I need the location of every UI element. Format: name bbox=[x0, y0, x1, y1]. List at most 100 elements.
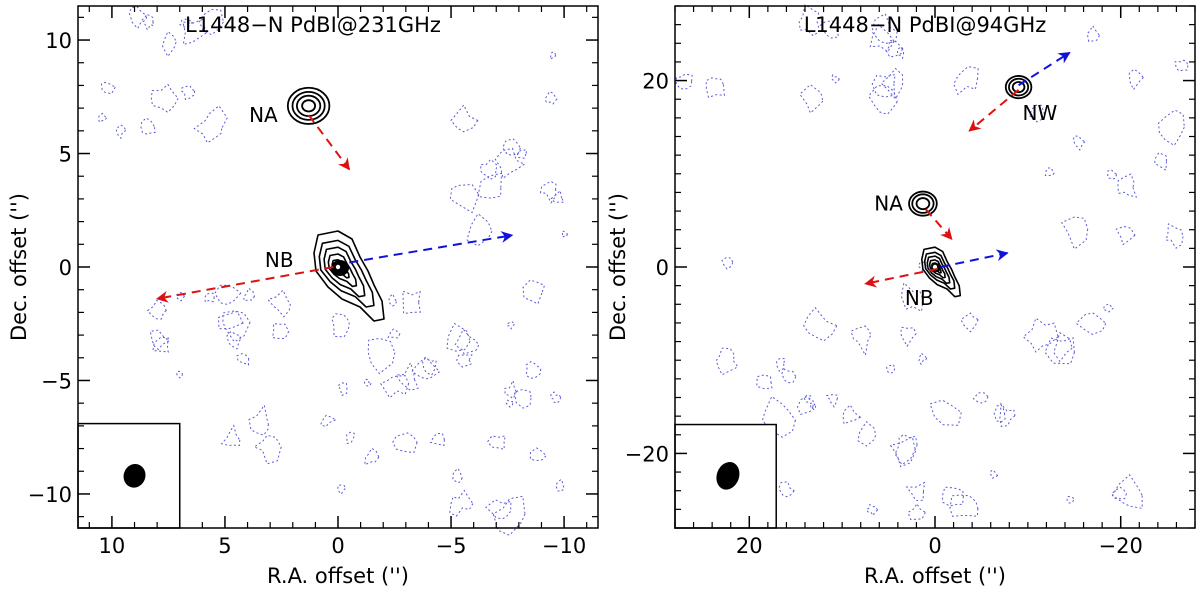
noise-contour bbox=[871, 73, 896, 98]
source-peak bbox=[921, 201, 925, 206]
noise-contour bbox=[799, 83, 824, 114]
noise-contour bbox=[1115, 225, 1136, 246]
noise-contour bbox=[411, 356, 441, 380]
noise-contour bbox=[803, 306, 838, 342]
outflow-arrows bbox=[155, 114, 514, 303]
source-peak bbox=[1016, 85, 1021, 89]
blue-outflow-arrow bbox=[1018, 51, 1071, 87]
noise-contour bbox=[1117, 173, 1138, 198]
noise-contour bbox=[522, 279, 546, 305]
source-contours bbox=[286, 86, 331, 125]
noise-contour bbox=[387, 328, 401, 339]
noise-contour bbox=[756, 374, 773, 390]
noise-contour bbox=[1157, 109, 1185, 147]
noise-contour bbox=[993, 403, 1006, 423]
noise-contour bbox=[161, 30, 177, 58]
noise-contour bbox=[456, 354, 473, 368]
source-contour bbox=[908, 190, 938, 217]
noise-contour bbox=[364, 378, 372, 387]
y-tick-label: 20 bbox=[642, 70, 669, 94]
noise-contour bbox=[1111, 474, 1143, 509]
nb-contour bbox=[318, 239, 375, 308]
noise-contours bbox=[97, 6, 568, 536]
noise-contour bbox=[454, 328, 480, 355]
noise-contour bbox=[142, 13, 155, 32]
noise-contour bbox=[949, 494, 979, 517]
x-tick-label: 20 bbox=[736, 534, 763, 558]
red-outflow-arrow bbox=[968, 89, 1020, 132]
noise-contour bbox=[248, 403, 269, 436]
beam-inset bbox=[674, 423, 777, 529]
red-outflow-arrow bbox=[155, 266, 334, 303]
noise-contour bbox=[220, 424, 241, 447]
noise-contour bbox=[193, 105, 228, 144]
noise-contour bbox=[842, 404, 862, 425]
y-axis-label: Dec. offset ('') bbox=[7, 193, 31, 341]
noise-contour bbox=[715, 347, 739, 376]
noise-contour bbox=[1066, 495, 1075, 504]
source-labels: NW NA NB bbox=[874, 101, 1057, 310]
noise-contour bbox=[550, 391, 562, 404]
noise-contour bbox=[865, 503, 879, 517]
noise-contour bbox=[675, 73, 693, 90]
noise-contour bbox=[222, 310, 251, 343]
noise-contour bbox=[999, 402, 1016, 427]
noise-contour bbox=[505, 399, 514, 408]
nb-extended-emission bbox=[313, 230, 385, 322]
noise-contour bbox=[115, 124, 127, 140]
noise-contour bbox=[894, 433, 918, 466]
nb-contour bbox=[327, 253, 358, 288]
noise-contour bbox=[941, 486, 964, 507]
x-axis-label: R.A. offset ('') bbox=[267, 564, 409, 588]
noise-contour bbox=[825, 393, 839, 408]
blue-outflow-arrow bbox=[940, 249, 1009, 268]
noise-contour bbox=[331, 313, 350, 338]
noise-contour bbox=[336, 382, 348, 397]
noise-contour bbox=[778, 481, 795, 498]
noise-contour bbox=[1029, 104, 1046, 123]
noise-contour bbox=[905, 481, 926, 501]
noise-contour bbox=[900, 281, 924, 313]
source-contour bbox=[1004, 75, 1033, 100]
noise-contour bbox=[857, 420, 877, 447]
noise-contour bbox=[402, 290, 421, 315]
x-tick-label: −10 bbox=[542, 534, 586, 558]
noise-contour bbox=[1154, 152, 1168, 172]
noise-contour bbox=[267, 289, 291, 318]
noise-contour bbox=[1060, 216, 1089, 250]
nb-contour bbox=[923, 251, 956, 290]
y-tick-label: 0 bbox=[59, 256, 72, 280]
source-label-na: NA bbox=[874, 192, 903, 216]
outflow-arrows bbox=[864, 51, 1071, 288]
source-contour bbox=[911, 193, 935, 214]
noise-contour bbox=[477, 172, 503, 199]
red-outflow-arrow bbox=[924, 208, 953, 240]
noise-contours bbox=[675, 3, 1189, 521]
source-contour bbox=[1011, 81, 1026, 94]
noise-contour bbox=[907, 502, 927, 521]
noise-contour bbox=[449, 489, 474, 517]
noise-contour bbox=[226, 330, 241, 350]
noise-contour bbox=[243, 287, 255, 302]
source-label-na: NA bbox=[249, 103, 278, 127]
noise-contour bbox=[502, 138, 521, 156]
noise-contour bbox=[429, 433, 445, 447]
noise-contour bbox=[253, 434, 282, 465]
nb-core bbox=[331, 260, 349, 276]
y-tick-label: −5 bbox=[41, 369, 72, 393]
noise-contour bbox=[761, 395, 796, 438]
noise-contour bbox=[485, 499, 512, 520]
noise-contour bbox=[494, 147, 526, 180]
noise-contour bbox=[796, 396, 814, 416]
noise-contour bbox=[780, 368, 797, 384]
y-axis-label: Dec. offset ('') bbox=[606, 193, 630, 341]
noise-contour bbox=[808, 402, 817, 411]
beam-inset bbox=[77, 422, 181, 529]
x-tick-label: 0 bbox=[331, 534, 344, 558]
noise-contour bbox=[1053, 332, 1073, 363]
noise-contour bbox=[960, 312, 979, 333]
noise-contour bbox=[140, 117, 156, 135]
y-tick-label: 10 bbox=[45, 29, 72, 53]
noise-contour bbox=[150, 83, 179, 114]
panel-title: L1448−N PdBI@94GHz bbox=[804, 13, 1047, 37]
